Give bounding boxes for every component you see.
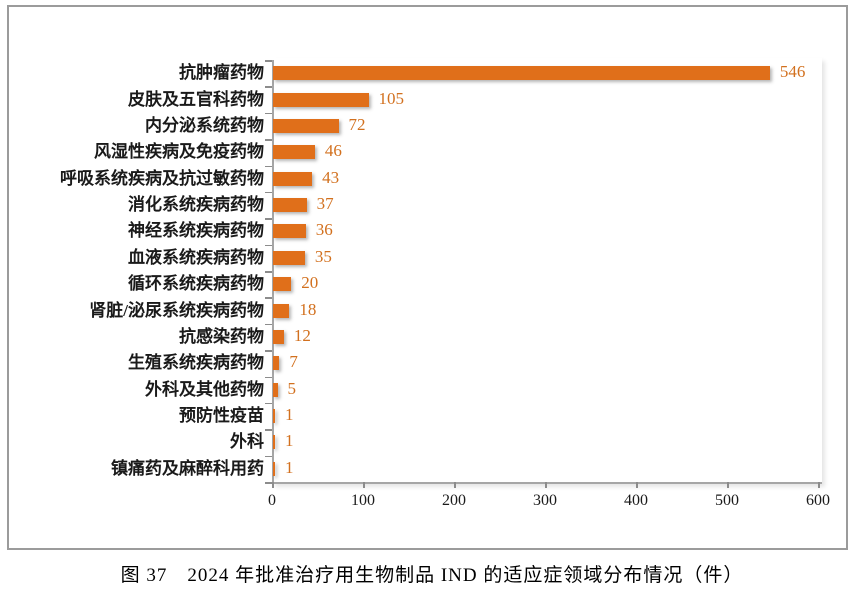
bar	[273, 409, 275, 424]
category-label: 神经系统疾病药物	[128, 221, 264, 241]
value-label: 43	[322, 167, 340, 187]
category-label: 外科及其他药物	[145, 379, 264, 399]
category-label: 肾脏/泌尿系统疾病药物	[89, 300, 264, 320]
y-axis-tick	[265, 350, 272, 352]
y-axis-tick	[265, 455, 272, 458]
y-axis-tick	[265, 429, 272, 431]
figure-caption: 图 37 2024 年批准治疗用生物制品 IND 的适应症领域分布情况（件）	[120, 565, 744, 586]
category-label: 镇痛药及麻醉科用药	[111, 458, 264, 478]
bar	[273, 145, 315, 160]
x-axis-tick	[454, 482, 456, 488]
value-label: 546	[779, 62, 806, 82]
y-axis-tick	[265, 86, 272, 88]
y-axis-tick	[265, 482, 272, 484]
y-axis-tick	[265, 191, 272, 194]
value-label: 1	[285, 431, 294, 451]
bar	[273, 435, 275, 450]
value-label: 5	[287, 378, 297, 398]
x-axis-tick-label: 0	[268, 492, 276, 509]
x-axis-tick-label: 600	[806, 492, 830, 509]
x-axis-tick-label: 500	[715, 492, 739, 509]
bar	[273, 461, 275, 476]
y-axis-tick	[265, 165, 272, 167]
value-label: 105	[378, 88, 405, 108]
x-axis-tick	[545, 482, 547, 488]
bar	[273, 277, 292, 292]
y-axis-tick	[265, 271, 272, 273]
category-label: 内分泌系统药物	[145, 115, 264, 135]
value-label: 20	[301, 273, 319, 293]
bar	[273, 171, 313, 186]
y-axis-line	[272, 60, 274, 482]
value-label: 35	[314, 246, 332, 266]
category-label: 皮肤及五官科药物	[128, 89, 264, 109]
category-label: 预防性疫苗	[179, 406, 264, 426]
y-axis-tick	[265, 244, 272, 247]
category-label: 抗感染药物	[179, 326, 264, 346]
value-label: 36	[315, 220, 333, 240]
x-axis-line	[272, 482, 822, 484]
x-axis-tick	[363, 482, 365, 488]
category-label: 生殖系统疾病药物	[128, 353, 264, 373]
plot-area	[272, 58, 822, 484]
x-axis-tick-label: 200	[442, 492, 466, 509]
category-label: 呼吸系统疾病及抗过敏药物	[60, 168, 264, 188]
category-label: 外科	[230, 432, 264, 452]
y-axis-tick	[265, 218, 272, 220]
category-label: 循环系统疾病药物	[128, 274, 264, 294]
y-axis-tick	[265, 297, 272, 299]
value-label: 1	[285, 457, 294, 477]
x-axis-tick	[636, 482, 638, 488]
bar	[273, 250, 305, 265]
y-axis-tick	[265, 139, 272, 141]
value-label: 46	[324, 141, 342, 161]
x-axis-tick	[727, 482, 729, 488]
value-label: 1	[285, 405, 294, 425]
x-axis-tick	[272, 482, 274, 488]
x-axis-tick-label: 300	[533, 492, 557, 509]
bar	[273, 303, 290, 318]
x-axis-tick	[818, 482, 820, 488]
bar	[273, 356, 280, 371]
value-label: 18	[299, 299, 317, 319]
y-axis-tick	[265, 376, 272, 378]
y-axis-tick	[265, 402, 272, 405]
bar	[273, 224, 306, 239]
bar	[273, 382, 278, 397]
category-label: 风湿性疾病及免疫药物	[94, 142, 264, 162]
bar	[273, 66, 770, 81]
bar	[273, 198, 307, 213]
bar	[273, 92, 369, 107]
category-label: 血液系统疾病药物	[128, 247, 264, 267]
value-label: 37	[316, 194, 334, 214]
bar	[273, 329, 284, 344]
y-axis-tick	[265, 60, 272, 62]
category-label: 消化系统疾病药物	[128, 195, 264, 215]
x-axis-tick-label: 100	[351, 492, 375, 509]
value-label: 12	[293, 325, 311, 345]
y-axis-tick	[265, 112, 272, 115]
bar	[273, 118, 339, 133]
x-axis-tick-label: 400	[624, 492, 648, 509]
value-label: 72	[348, 114, 366, 134]
value-label: 7	[289, 352, 298, 372]
y-axis-tick	[265, 323, 272, 326]
category-label: 抗肿瘤药物	[179, 63, 264, 83]
